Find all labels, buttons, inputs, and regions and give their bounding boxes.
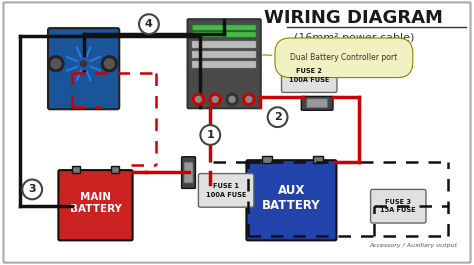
Circle shape [78, 58, 90, 70]
FancyBboxPatch shape [199, 174, 254, 207]
Circle shape [229, 96, 235, 102]
Circle shape [210, 94, 221, 105]
Text: 3: 3 [28, 184, 36, 195]
FancyBboxPatch shape [192, 41, 256, 48]
FancyBboxPatch shape [313, 156, 323, 163]
Text: FUSE 2
100A FUSE: FUSE 2 100A FUSE [289, 68, 329, 83]
Text: (16mm² power cable): (16mm² power cable) [293, 33, 414, 43]
FancyBboxPatch shape [282, 59, 337, 92]
FancyBboxPatch shape [48, 28, 119, 109]
Circle shape [22, 179, 42, 199]
FancyBboxPatch shape [72, 166, 80, 173]
Circle shape [226, 94, 238, 105]
FancyBboxPatch shape [371, 189, 426, 223]
Circle shape [201, 125, 220, 145]
FancyBboxPatch shape [192, 32, 256, 37]
Circle shape [243, 94, 255, 105]
Circle shape [104, 59, 114, 69]
Text: Accessory / Auxiliary output: Accessory / Auxiliary output [369, 243, 457, 248]
FancyBboxPatch shape [188, 19, 261, 108]
Circle shape [192, 94, 204, 105]
FancyBboxPatch shape [192, 51, 256, 58]
Circle shape [81, 61, 87, 67]
Text: Dual Battery Controller port: Dual Battery Controller port [263, 53, 398, 62]
Circle shape [212, 96, 218, 102]
Text: 4: 4 [145, 19, 153, 29]
FancyBboxPatch shape [58, 170, 133, 240]
Circle shape [101, 56, 117, 72]
Text: AUX
BATTERY: AUX BATTERY [262, 184, 321, 212]
FancyBboxPatch shape [111, 166, 119, 173]
FancyBboxPatch shape [3, 2, 471, 263]
FancyBboxPatch shape [192, 61, 256, 68]
Text: 1: 1 [206, 130, 214, 140]
Text: 2: 2 [273, 112, 282, 122]
FancyBboxPatch shape [182, 157, 195, 188]
FancyBboxPatch shape [301, 96, 333, 110]
FancyBboxPatch shape [184, 162, 193, 183]
Text: FUSE 1
100A FUSE: FUSE 1 100A FUSE [206, 183, 246, 198]
Text: WIRING DIAGRAM: WIRING DIAGRAM [264, 9, 443, 27]
FancyBboxPatch shape [307, 99, 328, 108]
Circle shape [139, 14, 159, 34]
Circle shape [195, 96, 201, 102]
Text: MAIN
BATTERY: MAIN BATTERY [70, 192, 121, 214]
Circle shape [48, 56, 64, 72]
Circle shape [246, 96, 252, 102]
FancyBboxPatch shape [246, 160, 337, 240]
Circle shape [51, 59, 61, 69]
FancyBboxPatch shape [192, 25, 256, 30]
Circle shape [268, 107, 287, 127]
FancyBboxPatch shape [262, 156, 272, 163]
Text: FUSE 3
15A FUSE: FUSE 3 15A FUSE [381, 199, 416, 214]
